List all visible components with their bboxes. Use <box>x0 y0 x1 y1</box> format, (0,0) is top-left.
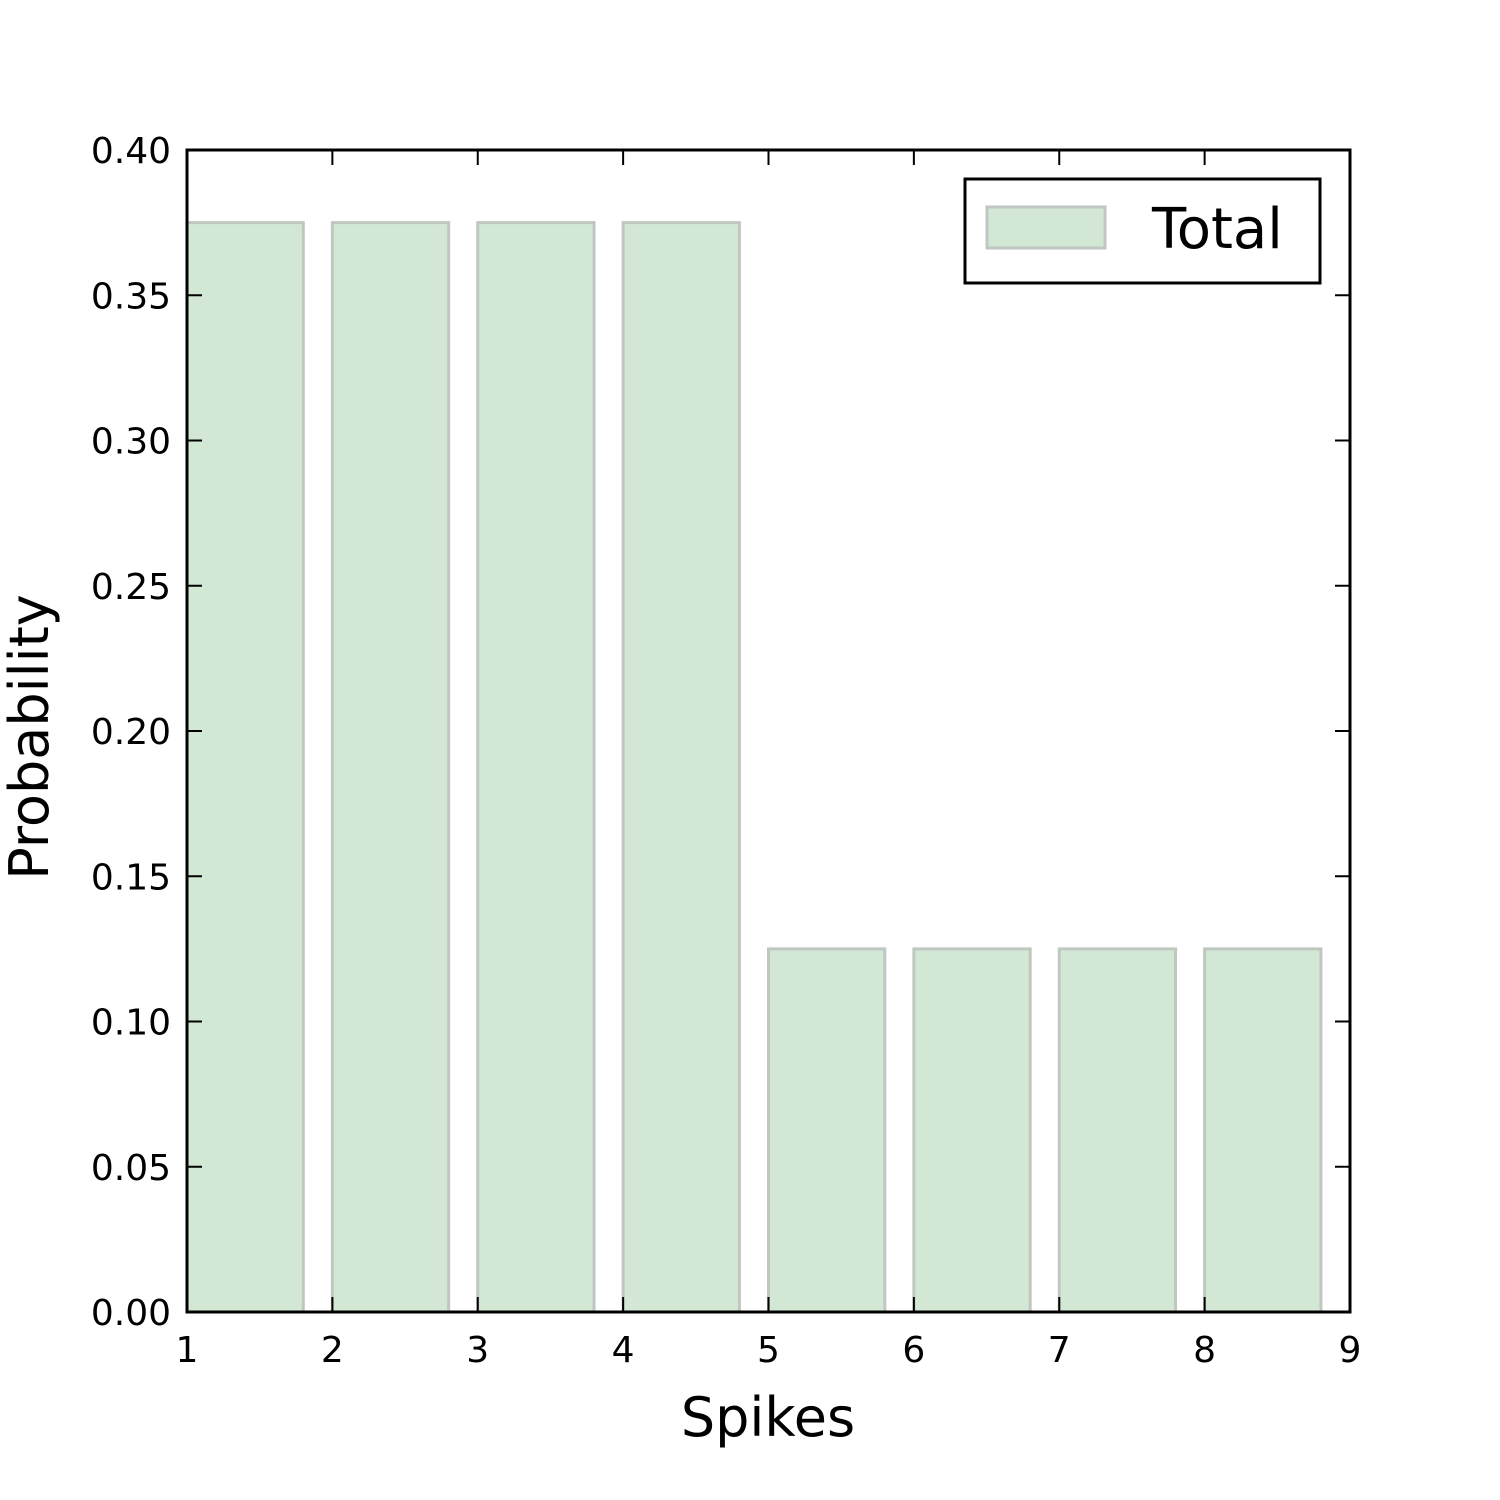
bars-group <box>185 221 1323 1314</box>
x-tick-label: 9 <box>1339 1330 1362 1371</box>
bar-5 <box>767 947 887 1314</box>
legend-swatch <box>985 205 1107 250</box>
x-tick-label: 1 <box>176 1330 199 1371</box>
bar-2 <box>330 221 451 1314</box>
y-tick-label: 0.10 <box>91 1003 171 1044</box>
x-tick-label: 7 <box>1048 1330 1071 1371</box>
x-tick-label: 2 <box>321 1330 344 1371</box>
y-tick-label: 0.30 <box>91 422 171 463</box>
x-tick-label: 6 <box>902 1330 925 1371</box>
y-tick-label: 0.20 <box>91 712 171 753</box>
x-tick-label: 3 <box>466 1330 489 1371</box>
bar-1 <box>185 221 305 1314</box>
y-tick-label: 0.25 <box>91 567 171 608</box>
y-tick-label: 0.05 <box>91 1148 171 1189</box>
y-tick-label: 0.35 <box>91 276 171 317</box>
legend: Total <box>963 177 1322 285</box>
x-axis-title: Spikes <box>681 1386 855 1449</box>
bar-3 <box>476 221 596 1314</box>
x-tick-label: 5 <box>757 1330 780 1371</box>
tick-labels-group: 1 2 3 4 5 6 7 8 9 0.00 0.05 0.10 0.15 0.20 0.25 0.30 0.3… <box>91 131 1362 1371</box>
y-tick-label: 0.15 <box>91 857 171 898</box>
x-tick-label: 4 <box>612 1330 635 1371</box>
bar-7 <box>1057 947 1178 1314</box>
legend-label-total: Total <box>1151 197 1283 262</box>
x-tick-label: 8 <box>1193 1330 1216 1371</box>
y-tick-label: 0.40 <box>91 131 171 172</box>
bar-4 <box>621 221 741 1314</box>
y-tick-label: 0.00 <box>91 1293 171 1334</box>
bar-6 <box>912 947 1032 1314</box>
bar-8 <box>1203 947 1323 1314</box>
plot-frame <box>185 148 1352 1314</box>
y-axis-title: Probability <box>0 594 61 879</box>
